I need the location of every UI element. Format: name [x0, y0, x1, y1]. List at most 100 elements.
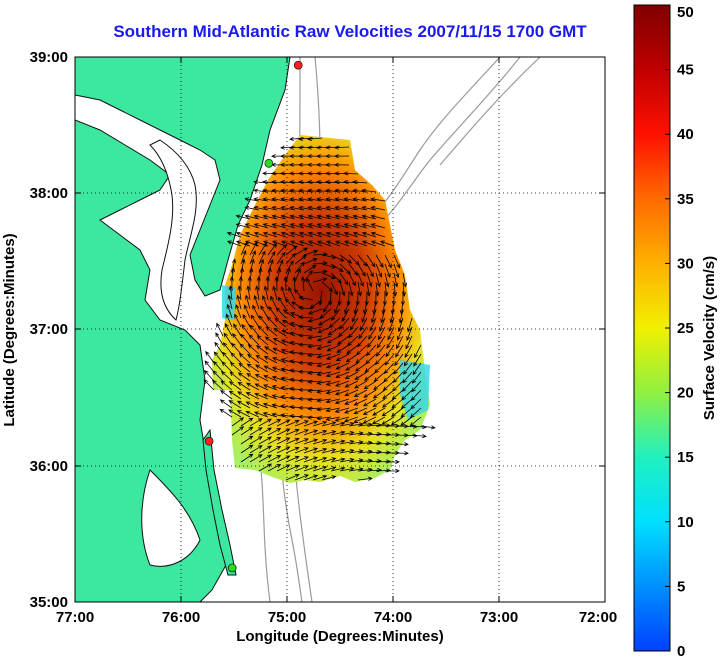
velocity-arrow — [262, 223, 278, 229]
velocity-arrow — [352, 223, 368, 229]
velocity-arrow — [398, 308, 404, 324]
velocity-arrow — [339, 457, 355, 463]
velocity-arrow — [265, 326, 278, 337]
velocity-arrow — [215, 332, 224, 346]
velocity-arrow — [345, 362, 359, 371]
velocity-arrow — [412, 362, 422, 376]
velocity-arrow — [298, 324, 314, 329]
velocity-arrow — [334, 231, 350, 238]
colorbar-label: Surface Velocity (cm/s) — [701, 256, 718, 420]
velocity-arrow — [294, 261, 305, 274]
velocity-arrow — [335, 371, 350, 378]
velocity-arrow — [223, 332, 233, 346]
velocity-arrow — [372, 398, 386, 408]
velocity-arrow — [276, 251, 286, 265]
velocity-arrow — [321, 448, 337, 454]
velocity-arrow — [262, 402, 278, 409]
velocity-arrow — [271, 366, 287, 373]
velocity-arrow — [245, 382, 260, 391]
velocity-arrow — [334, 389, 350, 396]
velocity-arrow — [298, 136, 314, 142]
x-tick-label: 74:00 — [374, 609, 412, 626]
velocity-arrow — [237, 391, 251, 400]
velocity-arrow — [358, 326, 368, 340]
velocity-arrow — [343, 231, 359, 238]
velocity-arrow — [213, 351, 224, 364]
velocity-arrow — [303, 438, 319, 445]
velocity-arrow — [339, 317, 350, 330]
velocity-arrow — [262, 214, 278, 220]
y-tick-label: 36:00 — [30, 458, 68, 475]
velocity-arrow — [254, 402, 269, 409]
velocity-arrow — [354, 362, 368, 372]
station-marker — [264, 158, 274, 168]
station-marker — [293, 60, 303, 70]
velocity-arrow — [276, 455, 291, 463]
velocity-arrow — [393, 254, 401, 269]
colorbar-ticks: 0 5 10 15 20 25 30 35 40 45 50 — [665, 4, 694, 659]
velocity-arrow — [312, 474, 328, 481]
velocity-arrow — [249, 418, 263, 427]
velocity-arrow — [254, 392, 269, 400]
velocity-arrow — [357, 476, 373, 481]
velocity-arrow — [240, 444, 254, 454]
velocity-arrow — [231, 417, 245, 427]
velocity-arrow — [285, 245, 298, 256]
velocity-arrow — [240, 453, 254, 463]
velocity-arrow — [410, 389, 422, 401]
velocity-arrow — [364, 371, 377, 381]
colorbar-tick-label: 40 — [677, 126, 694, 143]
velocity-arrow — [267, 455, 282, 463]
velocity-arrow — [325, 214, 341, 220]
velocity-arrow — [370, 308, 377, 324]
velocity-arrow — [339, 254, 353, 264]
velocity-arrow — [258, 267, 263, 283]
velocity-arrow — [362, 416, 377, 424]
velocity-arrow — [303, 447, 319, 454]
velocity-arrow — [253, 214, 269, 220]
velocity-arrow — [276, 419, 291, 427]
velocity-arrow — [325, 380, 341, 386]
velocity-arrow — [354, 380, 368, 389]
velocity-arrow — [245, 410, 260, 418]
velocity-arrow — [254, 374, 269, 382]
velocity-arrow — [325, 171, 341, 176]
colorbar-tick-label: 5 — [677, 578, 685, 595]
velocity-arrow — [245, 294, 251, 310]
station-marker — [227, 563, 237, 573]
velocity-arrow — [267, 428, 282, 436]
velocity-arrow — [274, 317, 287, 328]
velocity-arrow — [263, 374, 278, 382]
velocity-arrow — [267, 437, 282, 445]
velocity-arrow — [221, 361, 233, 373]
velocity-arrow — [404, 344, 413, 358]
velocity-arrow — [330, 421, 346, 427]
velocity-arrow — [235, 231, 251, 238]
velocity-arrow — [307, 326, 323, 332]
velocity-arrow — [375, 459, 391, 464]
velocity-arrow — [289, 179, 305, 185]
velocity-arrow — [262, 231, 278, 238]
velocity-arrow — [284, 298, 296, 310]
velocity-arrow — [216, 322, 224, 337]
velocity-arrow — [266, 316, 278, 328]
velocity-arrow — [403, 353, 413, 367]
velocity-arrow — [212, 370, 224, 382]
velocity-arrow — [275, 307, 287, 319]
velocity-arrow — [271, 231, 287, 238]
velocity-arrow — [220, 370, 233, 382]
velocity-arrow — [258, 436, 272, 445]
velocity-arrow — [272, 347, 287, 355]
velocity-arrow — [222, 351, 233, 364]
velocity-arrow — [236, 294, 242, 310]
velocity-arrow — [312, 277, 328, 283]
velocity-arrow — [214, 341, 224, 355]
velocity-arrow — [373, 371, 386, 382]
velocity-arrow — [382, 380, 395, 391]
velocity-arrow — [235, 304, 242, 319]
colorbar-tick-label: 35 — [677, 191, 694, 208]
velocity-arrow — [361, 240, 377, 247]
velocity-arrow — [339, 272, 349, 286]
velocity-arrow — [294, 465, 309, 472]
velocity-arrow — [234, 313, 242, 328]
